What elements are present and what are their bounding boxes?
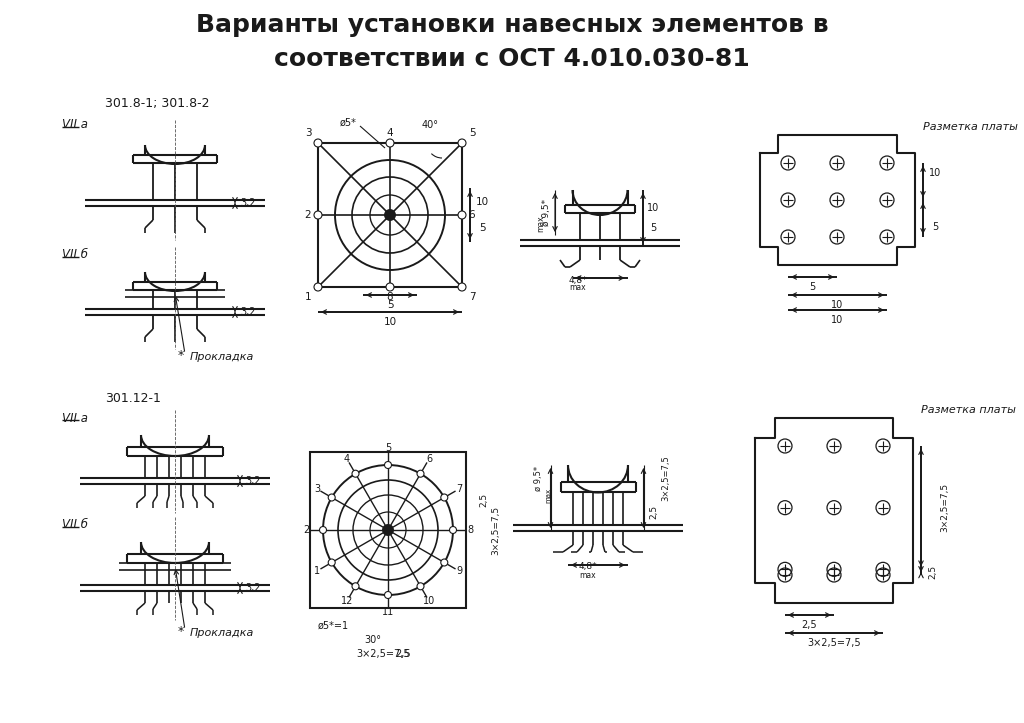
- Circle shape: [440, 559, 447, 566]
- Text: 30°: 30°: [365, 635, 382, 645]
- Text: 2,5: 2,5: [649, 505, 658, 519]
- Circle shape: [383, 525, 393, 535]
- Circle shape: [314, 211, 322, 219]
- Text: 4,8*: 4,8*: [579, 562, 597, 571]
- Text: 6: 6: [469, 210, 475, 220]
- Text: 8: 8: [467, 525, 473, 535]
- Text: 3,2: 3,2: [241, 198, 256, 208]
- Circle shape: [417, 583, 424, 590]
- Circle shape: [417, 470, 424, 477]
- Text: 12: 12: [341, 596, 353, 606]
- Bar: [310, 452, 466, 608]
- Text: 3,2: 3,2: [241, 307, 256, 317]
- Text: 11: 11: [382, 607, 394, 617]
- Text: 9: 9: [456, 566, 462, 576]
- Text: 10: 10: [831, 300, 844, 310]
- Text: max: max: [546, 487, 552, 502]
- Text: 7: 7: [469, 292, 475, 302]
- Text: 7: 7: [456, 484, 462, 494]
- Text: 5: 5: [809, 282, 816, 292]
- Circle shape: [386, 283, 394, 291]
- Text: 1: 1: [305, 292, 311, 302]
- Text: Разметка платы: Разметка платы: [923, 122, 1018, 132]
- Text: VII а: VII а: [62, 119, 88, 132]
- Text: Прокладка: Прокладка: [190, 352, 254, 362]
- Text: 10: 10: [475, 197, 488, 207]
- Circle shape: [314, 283, 322, 291]
- Circle shape: [458, 139, 466, 147]
- Text: VII а: VII а: [62, 411, 88, 424]
- Circle shape: [384, 591, 391, 599]
- Circle shape: [329, 494, 335, 501]
- Text: 10: 10: [383, 317, 396, 327]
- Text: ø5*=1: ø5*=1: [317, 621, 348, 631]
- Text: 3×2,5=7,5: 3×2,5=7,5: [356, 649, 410, 659]
- Text: 3,2: 3,2: [246, 583, 261, 593]
- Text: 2: 2: [305, 210, 311, 220]
- Text: 301.12-1: 301.12-1: [105, 391, 161, 404]
- Text: max: max: [569, 283, 586, 293]
- Text: 10: 10: [647, 203, 659, 213]
- Text: 4,8*: 4,8*: [568, 275, 587, 284]
- Text: 2,5: 2,5: [395, 649, 411, 659]
- Text: 4: 4: [344, 454, 350, 464]
- Circle shape: [386, 139, 394, 147]
- Text: 2,5: 2,5: [929, 565, 938, 579]
- Text: 2: 2: [303, 525, 309, 535]
- Text: Прокладка: Прокладка: [190, 628, 254, 638]
- Text: 2,5: 2,5: [479, 493, 488, 507]
- Circle shape: [384, 461, 391, 469]
- Circle shape: [440, 494, 447, 501]
- Text: 5: 5: [385, 443, 391, 453]
- Text: 5: 5: [387, 300, 393, 310]
- Text: ø5*: ø5*: [340, 118, 356, 128]
- Bar: [318, 143, 462, 287]
- Text: 2,5: 2,5: [802, 620, 817, 630]
- Text: 3: 3: [314, 484, 321, 494]
- Text: 3×2,5=7,5: 3×2,5=7,5: [940, 483, 949, 532]
- Text: *: *: [178, 349, 184, 362]
- Text: Варианты установки навесных элементов в
соответствии с ОСТ 4.010.030-81: Варианты установки навесных элементов в …: [196, 13, 828, 71]
- Text: ø 9,5*: ø 9,5*: [534, 466, 543, 491]
- Circle shape: [352, 583, 359, 590]
- Text: 1: 1: [314, 566, 321, 576]
- Text: 3×2,5=7,5: 3×2,5=7,5: [662, 455, 670, 501]
- Circle shape: [352, 470, 359, 477]
- Text: *: *: [178, 625, 184, 638]
- Circle shape: [458, 211, 466, 219]
- Text: 3: 3: [305, 128, 311, 138]
- Text: 5: 5: [478, 223, 485, 233]
- Text: max: max: [580, 570, 596, 580]
- Text: 10: 10: [831, 315, 844, 325]
- Text: 301.8-1; 301.8-2: 301.8-1; 301.8-2: [105, 96, 210, 109]
- Text: 8: 8: [387, 292, 393, 302]
- Text: 3×2,5=7,5: 3×2,5=7,5: [807, 638, 861, 648]
- Text: max: max: [537, 215, 546, 232]
- Circle shape: [329, 559, 335, 566]
- Text: 40°: 40°: [422, 120, 438, 130]
- Text: 5: 5: [469, 128, 475, 138]
- Circle shape: [319, 526, 327, 534]
- Text: 10: 10: [423, 596, 435, 606]
- Circle shape: [314, 139, 322, 147]
- Text: Разметка платы: Разметка платы: [921, 405, 1016, 415]
- Text: 3,2: 3,2: [246, 476, 261, 486]
- Text: 6: 6: [426, 454, 432, 464]
- Text: VII б: VII б: [62, 518, 88, 531]
- Text: VII б: VII б: [62, 249, 88, 262]
- Text: 3×2,5=7,5: 3×2,5=7,5: [492, 505, 501, 555]
- Circle shape: [458, 283, 466, 291]
- Text: 10: 10: [929, 168, 941, 179]
- Circle shape: [450, 526, 457, 534]
- Text: ø 9,5*: ø 9,5*: [543, 198, 552, 226]
- Text: 5: 5: [650, 223, 656, 233]
- Text: 5: 5: [932, 221, 938, 231]
- Text: 4: 4: [387, 128, 393, 138]
- Circle shape: [385, 210, 395, 220]
